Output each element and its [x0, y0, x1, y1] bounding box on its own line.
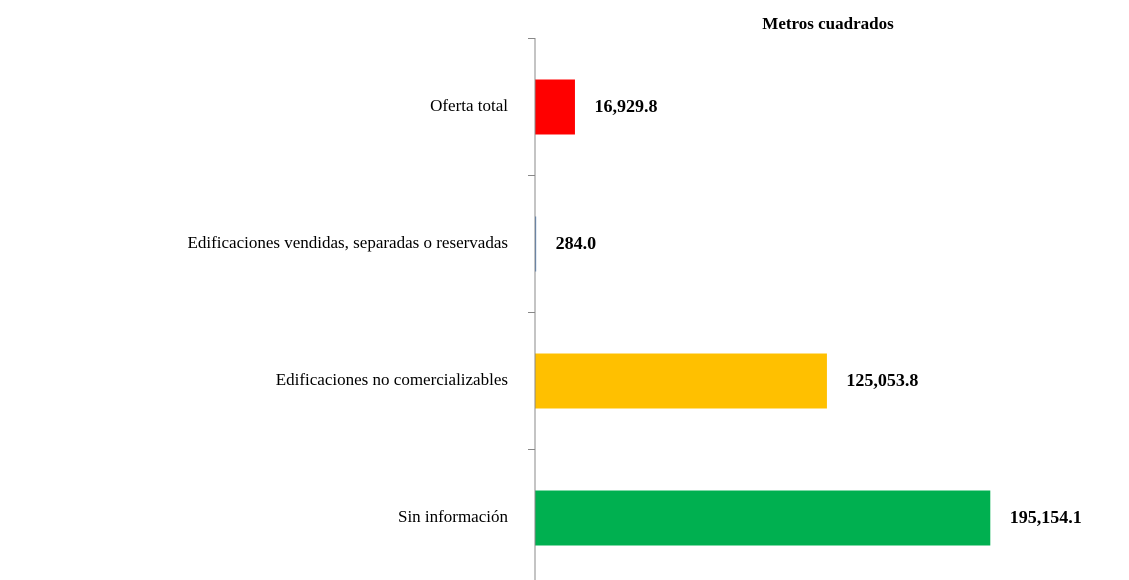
- value-label: 195,154.1: [1010, 507, 1082, 527]
- bar: [535, 353, 827, 409]
- bar: [535, 79, 575, 135]
- category-label: Edificaciones no comercializables: [276, 370, 508, 389]
- value-label: 125,053.8: [846, 370, 918, 390]
- category-label: Edificaciones vendidas, separadas o rese…: [187, 233, 508, 252]
- category-label: Oferta total: [430, 96, 508, 115]
- bar: [535, 216, 537, 272]
- bar: [535, 490, 991, 546]
- value-label: 16,929.8: [594, 96, 657, 116]
- value-label: 284.0: [556, 233, 597, 253]
- chart-title: Metros cuadrados: [762, 14, 894, 33]
- category-label: Sin información: [398, 507, 509, 526]
